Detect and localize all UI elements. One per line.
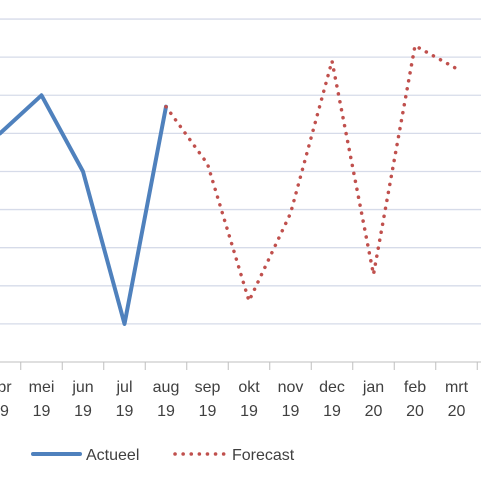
x-tick-label-month: feb bbox=[404, 379, 426, 396]
legend-label-forecast: Forecast bbox=[232, 447, 295, 464]
x-axis-labels: apr 19 mei 19 jun 19 jul 19 aug 19 sep 19 okt 19 nov 19… bbox=[0, 379, 469, 420]
x-tick-label-year: 19 bbox=[74, 403, 92, 420]
series-line-forecast bbox=[164, 43, 459, 303]
x-tick-label-year: 20 bbox=[406, 403, 424, 420]
legend-label-actueel: Actueel bbox=[86, 447, 139, 464]
x-tick-label-year: 19 bbox=[0, 403, 9, 420]
x-tick-label-month: apr bbox=[0, 379, 12, 396]
x-tick-label-month: aug bbox=[153, 379, 180, 396]
legend: Actueel Forecast bbox=[31, 447, 295, 464]
x-tick-label-month: sep bbox=[195, 379, 221, 396]
x-tick-label-year: 19 bbox=[240, 403, 258, 420]
x-tick-label-month: dec bbox=[319, 379, 345, 396]
x-tick-label-month: nov bbox=[278, 379, 304, 396]
x-tick-label-year: 20 bbox=[365, 403, 383, 420]
x-axis-ticks bbox=[20, 362, 478, 370]
x-tick-label-month: jun bbox=[71, 379, 93, 396]
gridlines bbox=[0, 18, 481, 325]
x-tick-label-year: 20 bbox=[448, 403, 466, 420]
x-tick-label-year: 19 bbox=[33, 403, 51, 420]
series-line-actueel bbox=[0, 93, 168, 326]
x-tick-label-year: 19 bbox=[323, 403, 341, 420]
x-tick-label-year: 19 bbox=[282, 403, 300, 420]
series-layer bbox=[0, 43, 459, 326]
x-tick-label-month: jan bbox=[362, 379, 384, 396]
x-tick-label-month: okt bbox=[238, 379, 260, 396]
x-tick-label-year: 19 bbox=[116, 403, 134, 420]
x-tick-label-month: mei bbox=[29, 379, 55, 396]
x-tick-label-month: jul bbox=[115, 379, 132, 396]
x-tick-label-year: 19 bbox=[157, 403, 175, 420]
x-tick-label-month: mrt bbox=[445, 379, 469, 396]
x-tick-label-year: 19 bbox=[199, 403, 217, 420]
